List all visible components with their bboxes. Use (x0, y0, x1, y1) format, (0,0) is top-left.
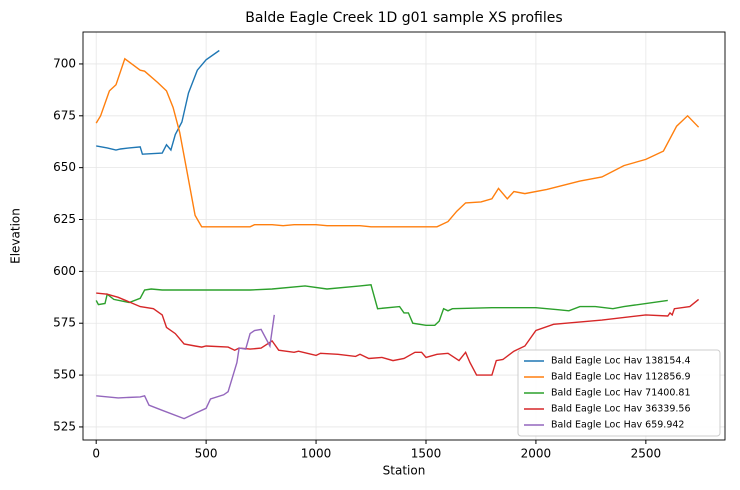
y-tick-label: 525 (53, 419, 76, 433)
chart-title: Balde Eagle Creek 1D g01 sample XS profi… (245, 10, 562, 26)
y-tick-label: 675 (53, 108, 76, 122)
legend-label: Bald Eagle Loc Hav 36339.56 (551, 404, 691, 415)
x-tick-label: 1500 (411, 447, 442, 461)
x-tick-label: 500 (195, 447, 218, 461)
series-line (96, 292, 700, 376)
legend-label: Bald Eagle Loc Hav 71400.81 (551, 388, 691, 399)
x-tick-label: 2000 (521, 447, 552, 461)
x-tick-label: 0 (92, 447, 100, 461)
series-line (96, 314, 275, 420)
y-tick-label: 700 (53, 56, 76, 70)
legend-label: Bald Eagle Loc Hav 138154.4 (551, 356, 691, 367)
legend-box (517, 349, 721, 437)
y-axis-label: Elevation (9, 208, 23, 264)
y-tick-label: 625 (53, 212, 76, 226)
x-tick-label: 1000 (301, 447, 332, 461)
legend-label: Bald Eagle Loc Hav 112856.9 (551, 372, 691, 383)
y-tick-label: 650 (53, 160, 76, 174)
y-tick-label: 575 (53, 316, 76, 330)
plot-frame (82, 31, 726, 441)
series-line (95, 284, 668, 326)
legend-label: Bald Eagle Loc Hav 659.942 (551, 420, 684, 431)
series-line (95, 57, 700, 228)
x-tick-label: 2500 (631, 447, 662, 461)
series-line (96, 49, 220, 155)
y-tick-label: 600 (53, 264, 76, 278)
y-tick-label: 550 (53, 368, 76, 382)
x-axis-label: Station (383, 464, 426, 478)
